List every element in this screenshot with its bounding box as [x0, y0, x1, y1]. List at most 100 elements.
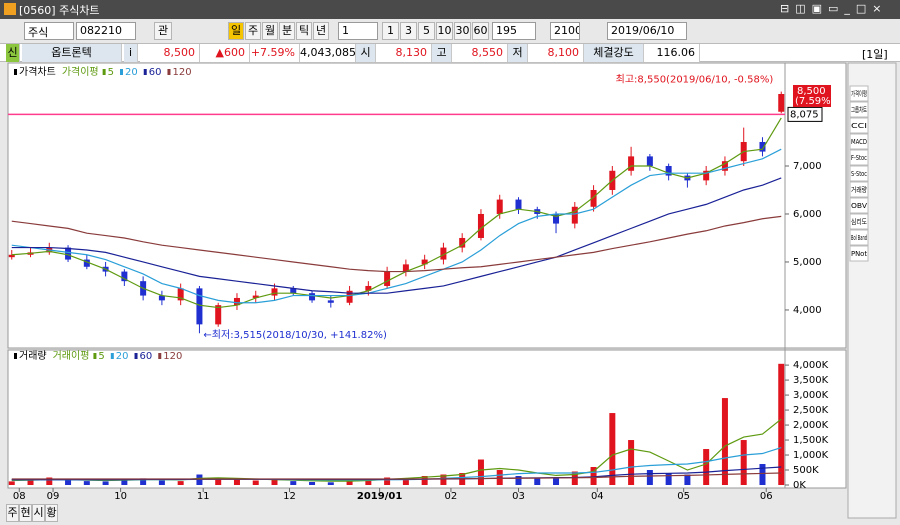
volume-panel [7, 349, 847, 489]
legend-label: 가격차트 [19, 65, 56, 78]
legend-swatch [93, 353, 97, 359]
tool-button[interactable] [849, 117, 869, 134]
quote-bar: 신 옵트론텍 i 8,500 ▲600 +7.59% 4,043,085 시 8… [0, 43, 900, 62]
candle-body [233, 297, 240, 306]
period-button[interactable]: 년 [313, 22, 329, 40]
bottom-tab[interactable]: 주 [6, 504, 19, 522]
period-button[interactable]: 분 [279, 22, 295, 40]
x-tick-label: 02 [445, 491, 458, 502]
tool-button[interactable] [849, 245, 869, 262]
period-button[interactable]: 일 [228, 22, 244, 40]
volume-bar [346, 480, 353, 485]
period-button[interactable]: 월 [262, 22, 278, 40]
volume-bar [590, 467, 597, 485]
legend-label: 20 [116, 351, 129, 362]
candle-body [309, 293, 316, 301]
volume-bar [440, 474, 447, 485]
tool-button[interactable] [849, 133, 869, 150]
interval-button[interactable]: 5 [418, 22, 435, 40]
volume-bar [233, 479, 240, 485]
flag: 신 [6, 44, 20, 62]
y-tick-label: 3,000K [793, 390, 829, 401]
interval-button[interactable]: 60 [472, 22, 489, 40]
ma-line [11, 148, 782, 304]
volume-bar [215, 477, 222, 485]
volume-bar [609, 413, 616, 485]
interval-button[interactable]: 3 [400, 22, 417, 40]
unit-input[interactable]: 1 [338, 22, 378, 40]
candle-body [346, 290, 353, 303]
y-tick-label: 2,000K [793, 420, 829, 431]
count-input[interactable]: 195 [492, 22, 536, 40]
volume-bar [252, 480, 259, 485]
market-select[interactable]: 주식 [24, 22, 74, 40]
tool-label: 그룹차트 [851, 105, 867, 114]
volume-bar [496, 470, 503, 485]
bottom-tab[interactable]: 시 [32, 504, 45, 522]
fav-button[interactable]: 관 [154, 22, 172, 40]
x-tick-label: 05 [677, 491, 690, 502]
volume-bar [46, 477, 53, 485]
max-input[interactable]: 2100 [550, 22, 580, 40]
window-controls[interactable]: ⊟◫▣▭_□× [780, 2, 888, 15]
candle-body [721, 161, 728, 171]
candle-body [83, 259, 90, 267]
info-button[interactable]: i [124, 44, 138, 62]
code-input[interactable]: 082210 [76, 22, 136, 40]
interval-button[interactable]: 10 [436, 22, 453, 40]
tool-button[interactable] [849, 213, 869, 230]
volume-bar [365, 479, 372, 485]
tool-button[interactable] [849, 101, 869, 118]
volume-bar [534, 477, 541, 485]
legend-label: 120 [172, 67, 191, 78]
candle-body [8, 254, 15, 258]
tool-button[interactable] [849, 229, 869, 246]
tool-label: F-Stoc [851, 154, 867, 162]
interval-button[interactable]: 1 [382, 22, 399, 40]
legend-swatch [143, 69, 147, 75]
candle-body [252, 295, 259, 298]
volume-bar [402, 479, 409, 485]
volume-bar [327, 482, 334, 485]
tool-label: 거래량 [851, 185, 867, 194]
tool-button[interactable] [849, 165, 869, 182]
candle-body [590, 189, 597, 207]
volume-bar [121, 479, 128, 485]
legend-swatch [14, 353, 17, 359]
price-panel [7, 62, 847, 349]
tool-button[interactable] [849, 181, 869, 198]
period-button[interactable]: 틱 [296, 22, 312, 40]
tool-button[interactable] [849, 85, 869, 102]
candle-body [571, 206, 578, 224]
price: 8,500 [140, 44, 200, 62]
bottom-tab[interactable]: 황 [45, 504, 58, 522]
legend-label: 20 [125, 67, 138, 78]
x-tick-label: 08 [13, 491, 26, 502]
date-input[interactable]: 2019/06/10 [607, 22, 687, 40]
tool-button[interactable] [849, 197, 869, 214]
volume-bar [515, 476, 522, 485]
period-button[interactable]: 주 [245, 22, 261, 40]
candle-body [384, 271, 391, 286]
candle-body [327, 300, 334, 303]
ma-line [11, 117, 782, 309]
legend-label: 거래량 [19, 350, 47, 362]
volume-bar [102, 481, 109, 485]
low-label: 저 [508, 44, 528, 62]
candle-body [665, 165, 672, 176]
volume-bar [721, 398, 728, 485]
y-tick-label: 6,000 [793, 209, 822, 220]
candle-body [553, 213, 560, 224]
interval-button[interactable]: 30 [454, 22, 471, 40]
price-line-label: 8,075 [790, 109, 819, 120]
candle-body [365, 285, 372, 291]
volume-bar [628, 440, 635, 485]
y-tick-label: 7,000 [793, 161, 822, 172]
volume-bar [384, 477, 391, 485]
bottom-tab[interactable]: 현 [19, 504, 32, 522]
ma-line [11, 215, 782, 273]
tool-button[interactable] [849, 149, 869, 166]
